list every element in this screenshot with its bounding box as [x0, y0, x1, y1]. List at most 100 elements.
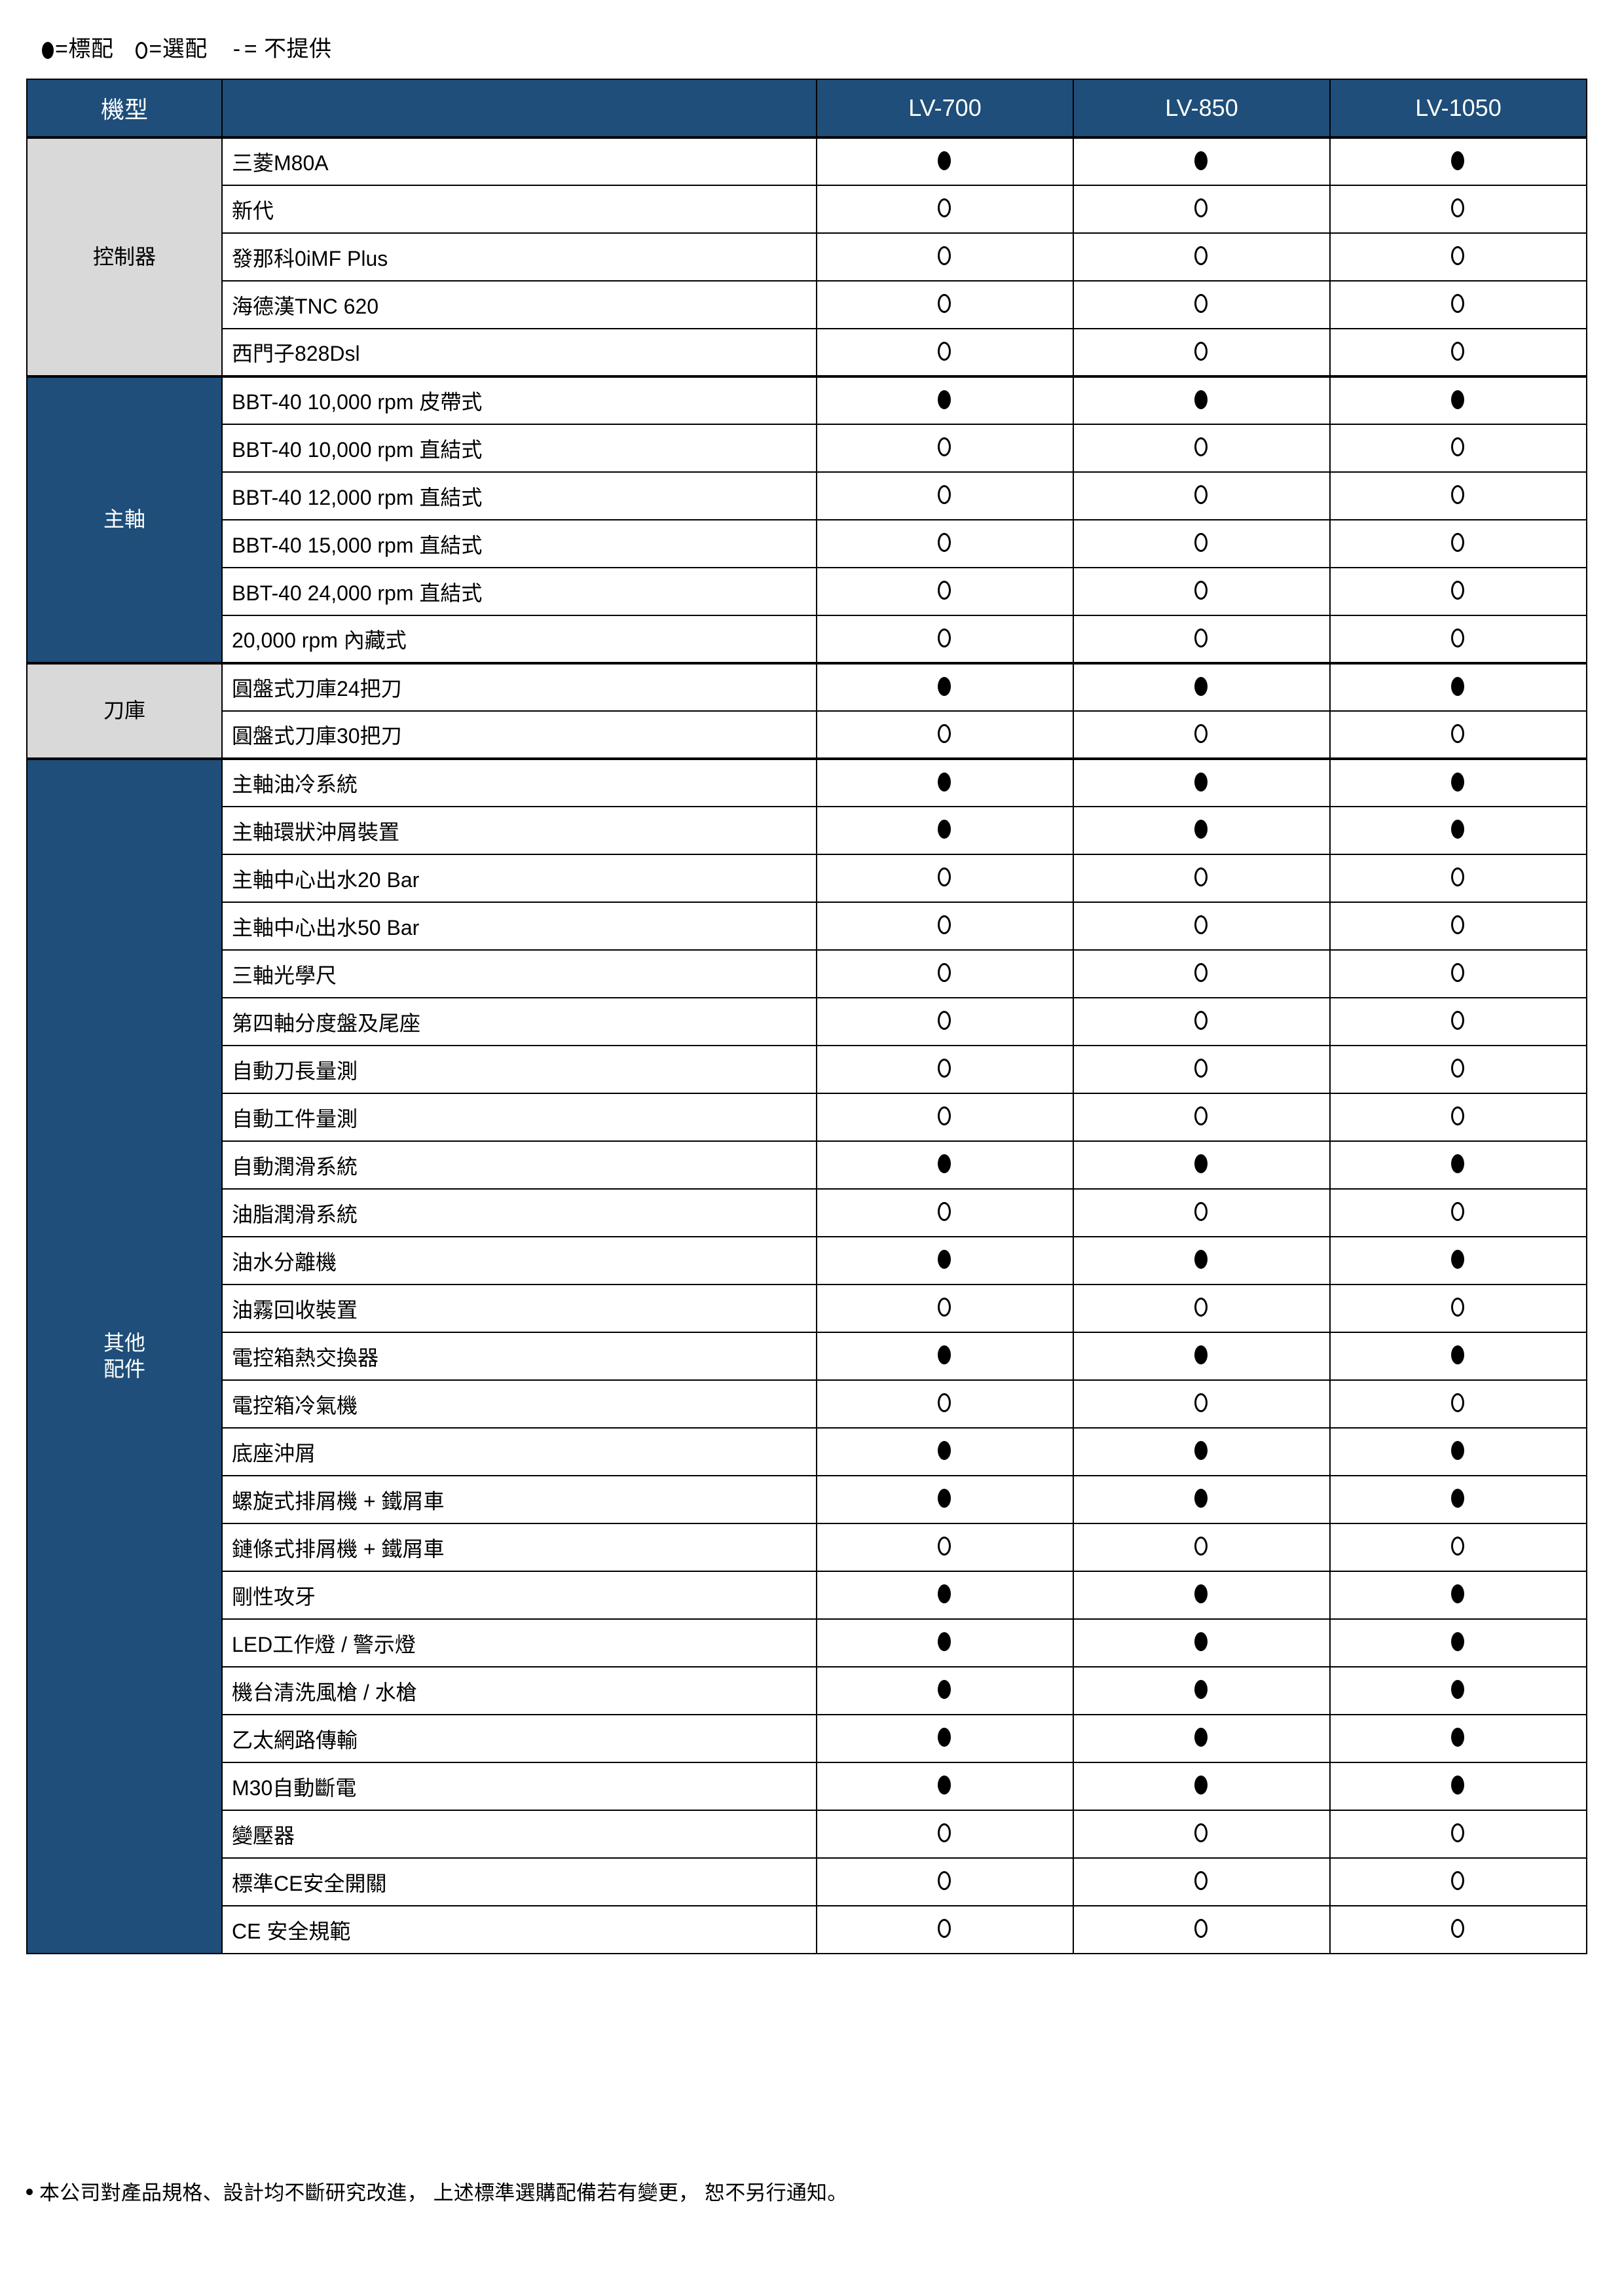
- table-row: 油霧回收裝置: [27, 1284, 1587, 1333]
- category-cell-1: 主軸: [26, 375, 223, 664]
- table-row: 三軸光學尺: [27, 949, 1587, 998]
- spec-value-cell: [816, 1666, 1074, 1715]
- category-cell-2: 刀庫: [26, 662, 223, 759]
- table-header-row: 機型 LV-700 LV-850 LV-1050: [26, 79, 1587, 139]
- filled-circle-icon: [1451, 1583, 1466, 1604]
- open-circle-icon: [1194, 1010, 1209, 1030]
- spec-value-cell: [1329, 902, 1587, 951]
- table-row: 自動潤滑系統: [27, 1140, 1587, 1190]
- open-circle-icon: [136, 40, 149, 60]
- open-circle-icon: [938, 436, 952, 457]
- spec-value-cell: [1329, 949, 1587, 998]
- open-circle-icon: [938, 1057, 952, 1078]
- open-circle-icon: [1194, 1201, 1209, 1222]
- filled-circle-icon: [1451, 1487, 1466, 1508]
- spec-value-cell: [1073, 1140, 1331, 1190]
- spec-value-cell: [816, 806, 1074, 855]
- open-circle-icon: [1194, 197, 1209, 218]
- table-row: 第四軸分度盤及尾座: [27, 997, 1587, 1046]
- legend-standard-label: =標配: [55, 37, 114, 62]
- spec-value-cell: [1073, 567, 1331, 616]
- open-circle-icon: [938, 962, 952, 983]
- item-label: BBT-40 10,000 rpm 直結式: [221, 424, 817, 473]
- table-row: 螺旋式排屑機 + 鐵屑車: [27, 1475, 1587, 1524]
- open-circle-icon: [938, 293, 952, 314]
- filled-circle-icon: [1194, 1487, 1209, 1508]
- table-row: 電控箱熱交換器: [27, 1332, 1587, 1381]
- header-model-lv-850: LV-850: [1073, 79, 1331, 139]
- item-label: 圓盤式刀庫30把刀: [221, 710, 817, 759]
- open-circle-icon: [1451, 579, 1466, 600]
- open-circle-icon: [1194, 1870, 1209, 1891]
- filled-circle-icon: [938, 1344, 952, 1365]
- spec-value-cell: [816, 1379, 1074, 1429]
- filled-circle-icon: [1194, 1440, 1209, 1461]
- open-circle-icon: [938, 1296, 952, 1317]
- filled-circle-icon: [938, 1774, 952, 1795]
- item-label: 圓盤式刀庫24把刀: [221, 662, 817, 712]
- spec-value-cell: [1073, 662, 1331, 712]
- spec-value-cell: [1073, 757, 1331, 807]
- spec-value-cell: [816, 1762, 1074, 1811]
- spec-value-cell: [1329, 1284, 1587, 1333]
- table-row: 圓盤式刀庫30把刀: [27, 710, 1587, 759]
- open-circle-icon: [1451, 1201, 1466, 1222]
- item-label: BBT-40 24,000 rpm 直結式: [221, 567, 817, 616]
- spec-value-cell: [1329, 1714, 1587, 1763]
- spec-value-cell: [1329, 185, 1587, 234]
- legend-optional-label: =選配: [149, 37, 208, 62]
- filled-circle-icon: [938, 1153, 952, 1174]
- spec-value-cell: [1329, 471, 1587, 520]
- open-circle-icon: [938, 1870, 952, 1891]
- filled-circle-icon: [1451, 1440, 1466, 1461]
- item-label: M30自動斷電: [221, 1762, 817, 1811]
- spec-value-cell: [1073, 1188, 1331, 1237]
- legend-unavailable-label: = 不提供: [244, 37, 332, 62]
- table-row: 新代: [27, 185, 1587, 234]
- spec-value-cell: [1329, 1236, 1587, 1285]
- item-label: 主軸油冷系統: [221, 757, 817, 807]
- table-row: 標準CE安全開關: [27, 1857, 1587, 1906]
- filled-circle-icon: [1194, 771, 1209, 792]
- spec-value-cell: [1329, 232, 1587, 282]
- item-label: 標準CE安全開關: [221, 1857, 817, 1906]
- table-row: M30自動斷電: [27, 1762, 1587, 1811]
- open-circle-icon: [1194, 1535, 1209, 1556]
- spec-value-cell: [1073, 1762, 1331, 1811]
- spec-value-cell: [816, 567, 1074, 616]
- open-circle-icon: [1194, 627, 1209, 648]
- spec-value-cell: [1073, 1810, 1331, 1859]
- spec-value-cell: [1073, 424, 1331, 473]
- category-cell-3: 其他 配件: [26, 757, 223, 1954]
- open-circle-icon: [1451, 484, 1466, 505]
- spec-value-cell: [1329, 1523, 1587, 1572]
- spec-value-cell: [1329, 519, 1587, 568]
- spec-value-cell: [1073, 1284, 1331, 1333]
- open-circle-icon: [1451, 1822, 1466, 1843]
- filled-circle-icon: [1194, 1583, 1209, 1604]
- table-row: CE 安全規範: [27, 1905, 1587, 1954]
- item-label: 自動刀長量測: [221, 1045, 817, 1094]
- spec-value-cell: [816, 1475, 1074, 1524]
- spec-value-cell: [1073, 1905, 1331, 1954]
- spec-value-cell: [1329, 280, 1587, 329]
- filled-circle-icon: [938, 1248, 952, 1269]
- open-circle-icon: [938, 723, 952, 744]
- spec-value-cell: [1073, 1571, 1331, 1620]
- filled-circle-icon: [1451, 1344, 1466, 1365]
- open-circle-icon: [1451, 1105, 1466, 1126]
- spec-value-cell: [1073, 1236, 1331, 1285]
- open-circle-icon: [1451, 962, 1466, 983]
- open-circle-icon: [1194, 962, 1209, 983]
- spec-value-cell: [816, 1140, 1074, 1190]
- filled-circle-icon: [938, 150, 952, 171]
- spec-value-cell: [816, 1857, 1074, 1906]
- spec-value-cell: [1329, 1379, 1587, 1429]
- item-label: 螺旋式排屑機 + 鐵屑車: [221, 1475, 817, 1524]
- spec-value-cell: [1073, 1857, 1331, 1906]
- spec-value-cell: [816, 949, 1074, 998]
- spec-value-cell: [816, 854, 1074, 903]
- filled-circle-icon: [1451, 389, 1466, 410]
- spec-value-cell: [816, 519, 1074, 568]
- bullet-icon: [26, 2189, 33, 2195]
